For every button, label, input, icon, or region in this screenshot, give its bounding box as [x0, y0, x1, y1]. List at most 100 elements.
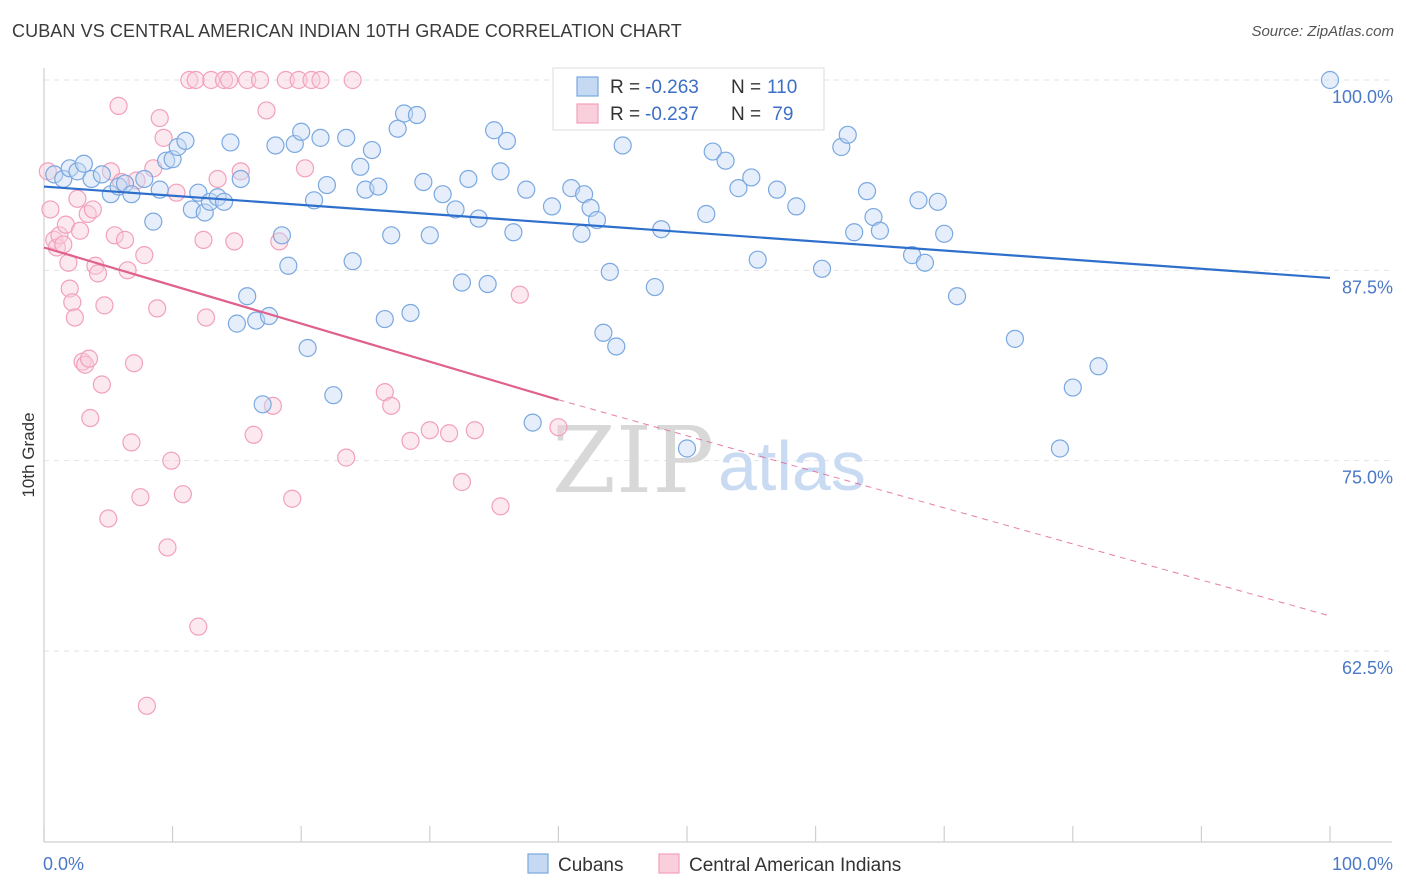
- legend-swatch-central-american-indians: [576, 103, 599, 124]
- cubans-point-55: [433, 185, 452, 204]
- central-american-indians-point-42: [167, 183, 186, 202]
- cubans-point-67: [542, 197, 562, 216]
- central-american-indians-point-16: [79, 349, 99, 368]
- central-american-indians-point-53: [225, 232, 244, 251]
- y-tick-label-0: 62.5%: [1342, 658, 1393, 678]
- axes: [43, 68, 1392, 843]
- source-note: Source: ZipAtlas.com: [1251, 23, 1394, 40]
- cubans-trend-line: [43, 185, 1331, 280]
- cubans-point-3: [68, 162, 87, 181]
- central-american-indians-point-38: [150, 108, 169, 128]
- central-american-indians-point-18: [83, 200, 102, 219]
- legend-swatch-cubans: [576, 76, 599, 97]
- cubans-point-94: [870, 221, 890, 240]
- central-american-indians-point-35: [137, 696, 156, 715]
- cubans-point-63: [497, 131, 517, 151]
- legend-n-value-1: 110: [767, 77, 797, 98]
- central-american-indians-point-41: [162, 451, 181, 470]
- central-american-indians-point-75: [465, 421, 484, 440]
- cubans-point-43: [351, 157, 370, 176]
- trend-lines: [43, 185, 1331, 617]
- legend-n-label-1: N =: [731, 77, 761, 98]
- cubans-point-26: [231, 169, 250, 189]
- cubans-point-98: [928, 192, 947, 211]
- cubans-point-29: [253, 395, 272, 414]
- y-tick-label-2: 87.5%: [1342, 277, 1393, 297]
- central-american-indians-point-46: [189, 617, 208, 636]
- y-tick-labels: 62.5% 75.0% 87.5% 100.0%: [1332, 87, 1393, 678]
- central-american-indians-point-33: [131, 488, 150, 507]
- legend-bottom: Cubans Central American Indians: [527, 853, 901, 876]
- cubans-point-39: [317, 175, 337, 195]
- x-tick-label-max: 100.0%: [1332, 854, 1393, 874]
- cubans-point-6: [92, 165, 111, 184]
- central-american-indians-point-50: [208, 169, 227, 189]
- cubans-point-56: [446, 200, 465, 219]
- central-american-indians-point-78: [549, 418, 568, 437]
- central-american-indians-trend-line: [43, 246, 559, 401]
- central-american-indians-point-63: [289, 70, 308, 90]
- central-american-indians-point-54: [231, 162, 250, 181]
- cubans-point-38: [311, 128, 330, 147]
- cubans-point-62: [491, 162, 510, 181]
- central-american-indians-point-12: [70, 221, 90, 240]
- central-american-indians-point-26: [109, 96, 128, 115]
- cubans-point-27: [238, 287, 257, 306]
- central-american-indians-trend-extension: [558, 399, 1331, 617]
- central-american-indians-point-56: [244, 425, 263, 444]
- cubans-point-81: [703, 142, 722, 161]
- central-american-indians-point-17: [81, 408, 100, 428]
- legend-bottom-label-central-american-indians: Central American Indians: [689, 855, 901, 876]
- central-american-indians-point-9: [63, 293, 82, 312]
- central-american-indians-point-48: [196, 308, 216, 327]
- watermark: ZIP atlas: [552, 407, 866, 514]
- central-american-indians-point-10: [65, 308, 84, 327]
- central-american-indians-point-40: [158, 538, 177, 557]
- cubans-point-4: [74, 154, 93, 173]
- cubans-point-88: [812, 259, 832, 278]
- chart-title: CUBAN VS CENTRAL AMERICAN INDIAN 10TH GR…: [12, 21, 682, 41]
- cubans-point-57: [452, 273, 472, 292]
- cubans-point-90: [838, 125, 857, 144]
- cubans-point-53: [414, 172, 433, 192]
- central-american-indians-point-32: [127, 171, 146, 190]
- cubans-point-33: [279, 256, 298, 275]
- central-american-indians-point-22: [95, 296, 114, 315]
- cubans-point-101: [1005, 329, 1025, 348]
- central-american-indians-point-25: [105, 226, 124, 245]
- central-american-indians-point-66: [311, 70, 330, 90]
- cubans-point-31: [266, 136, 285, 155]
- central-american-indians-point-62: [283, 489, 302, 508]
- cubans-point-74: [600, 262, 619, 281]
- cubans-point-61: [485, 121, 504, 140]
- legend-n-value-2: 79: [767, 104, 793, 125]
- central-american-indians-point-1: [41, 200, 60, 219]
- cubans-point-79: [677, 439, 697, 458]
- legend-r-label-2: R =: [610, 104, 640, 125]
- legend-r-label-1: R =: [610, 77, 640, 98]
- central-american-indians-point-49: [202, 70, 221, 90]
- cubans-point-73: [594, 323, 613, 342]
- central-american-indians-point-72: [420, 421, 439, 440]
- cubans-point-99: [935, 224, 954, 243]
- cubans-point-83: [729, 179, 748, 198]
- cubans-point-64: [504, 223, 523, 242]
- central-american-indians-point-68: [343, 70, 362, 90]
- cubans-point-103: [1063, 378, 1082, 397]
- cubans-point-12: [144, 212, 163, 231]
- central-american-indians-point-55: [238, 70, 257, 90]
- central-american-indians-point-57: [250, 70, 270, 90]
- central-american-indians-point-4: [50, 226, 69, 245]
- central-american-indians-point-43: [173, 485, 192, 504]
- central-american-indians-point-51: [214, 70, 234, 90]
- central-american-indians-point-44: [180, 70, 199, 90]
- cubans-point-51: [401, 303, 420, 323]
- cubans-point-72: [587, 210, 607, 230]
- cubans-point-41: [337, 128, 356, 147]
- cubans-point-49: [388, 119, 407, 138]
- central-american-indians-point-74: [452, 472, 472, 492]
- central-american-indians-point-21: [92, 375, 111, 394]
- central-american-indians-point-77: [510, 285, 529, 304]
- cubans-point-91: [845, 223, 864, 242]
